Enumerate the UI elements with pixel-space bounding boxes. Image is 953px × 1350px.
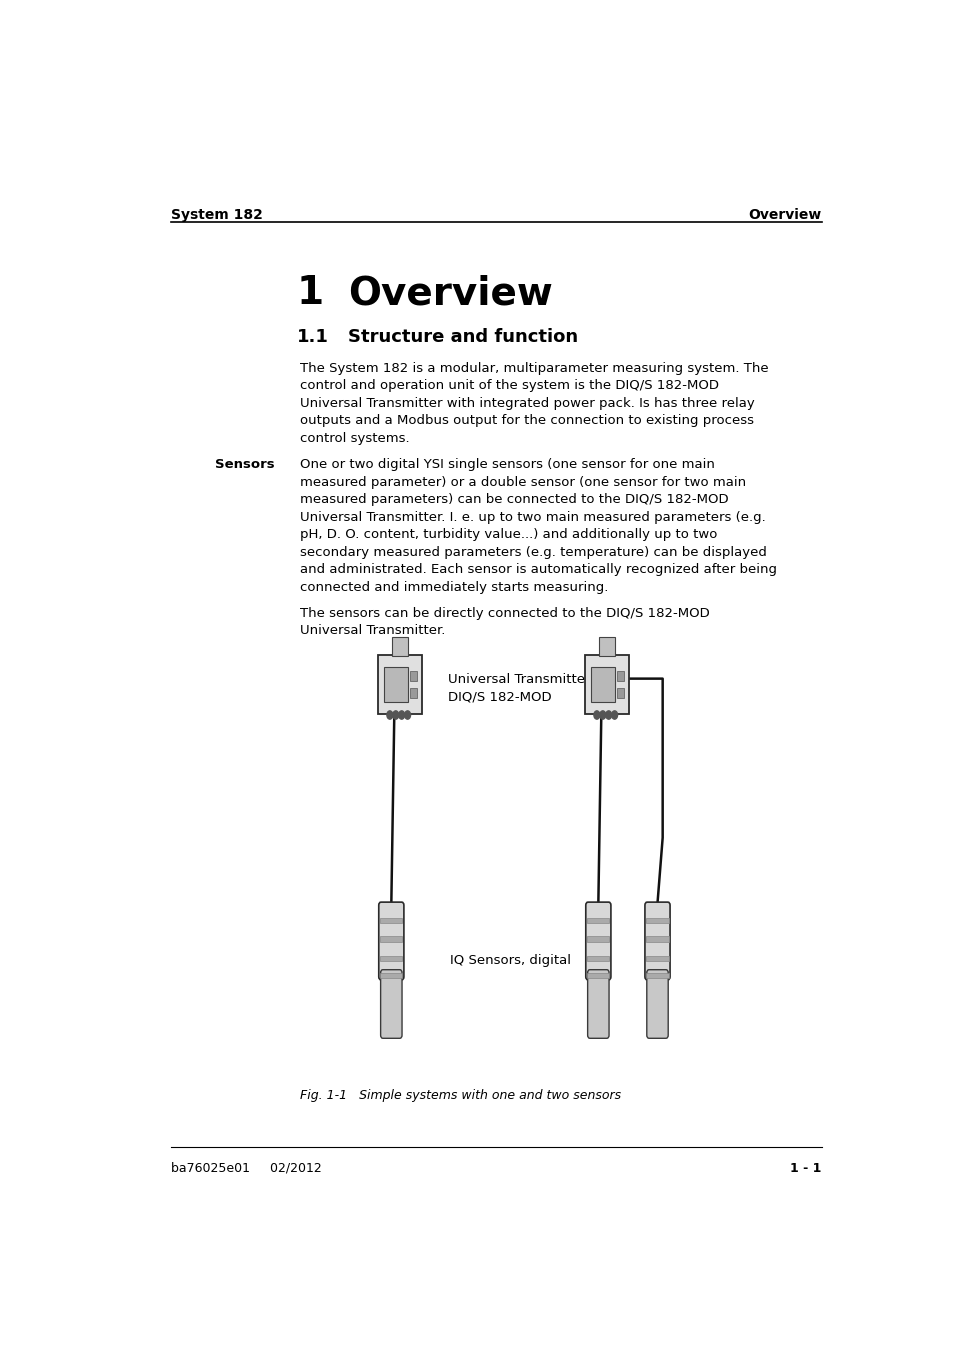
Bar [646,956,668,961]
Circle shape [387,711,393,720]
Bar [380,918,402,923]
Circle shape [605,711,611,720]
Text: Universal Transmitter
DIQ/S 182-MOD: Universal Transmitter DIQ/S 182-MOD [448,674,590,703]
Text: The sensors can be directly connected to the DIQ/S 182-MOD
Universal Transmitter: The sensors can be directly connected to… [300,608,709,637]
Text: The System 182 is a modular, multiparameter measuring system. The
control and op: The System 182 is a modular, multiparame… [300,362,768,444]
Bar [392,637,408,656]
Bar [646,937,668,942]
FancyBboxPatch shape [378,902,403,980]
Bar [646,973,668,977]
Bar [380,973,402,977]
Circle shape [404,711,410,720]
Text: 1.1: 1.1 [296,328,328,347]
FancyBboxPatch shape [585,902,610,980]
Bar [380,956,402,961]
Bar [616,671,623,680]
Bar [590,667,614,702]
Bar [587,956,609,961]
Bar [383,667,407,702]
Circle shape [393,711,398,720]
Text: ba76025e01     02/2012: ba76025e01 02/2012 [171,1162,321,1174]
Text: System 182: System 182 [171,208,263,223]
Text: Overview: Overview [747,208,821,223]
Bar [598,637,615,656]
Bar [646,918,668,923]
Bar [616,687,623,698]
FancyBboxPatch shape [584,655,629,714]
Bar [380,937,402,942]
Text: Structure and function: Structure and function [348,328,578,347]
Bar [409,671,416,680]
Circle shape [594,711,599,720]
Text: One or two digital YSI single sensors (one sensor for one main
measured paramete: One or two digital YSI single sensors (o… [300,458,777,594]
FancyBboxPatch shape [587,969,608,1038]
FancyBboxPatch shape [377,655,422,714]
Circle shape [599,711,605,720]
Circle shape [398,711,404,720]
Bar [587,937,609,942]
Text: Fig. 1-1   Simple systems with one and two sensors: Fig. 1-1 Simple systems with one and two… [300,1089,620,1102]
Text: 1 - 1: 1 - 1 [789,1162,821,1174]
Text: 1: 1 [296,274,323,312]
Bar [587,918,609,923]
Bar [409,687,416,698]
Text: Overview: Overview [348,274,553,312]
Text: Sensors: Sensors [215,458,274,471]
FancyBboxPatch shape [644,902,669,980]
FancyBboxPatch shape [380,969,401,1038]
FancyBboxPatch shape [646,969,667,1038]
Text: IQ Sensors, digital: IQ Sensors, digital [450,954,571,967]
Bar [587,973,609,977]
Circle shape [611,711,617,720]
